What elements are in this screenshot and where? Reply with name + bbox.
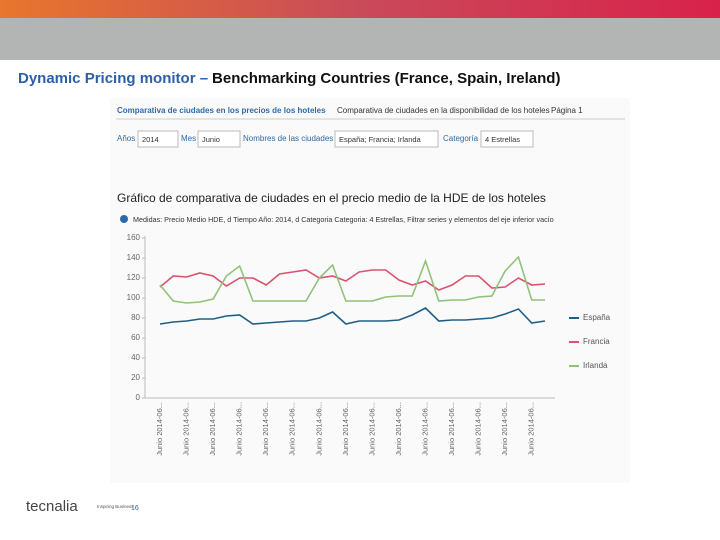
x-tick-label: Junio 2014-06...	[288, 402, 297, 456]
y-tick-label: 0	[136, 393, 141, 402]
dropdown-value[interactable]: 4 Estrellas	[485, 135, 520, 144]
dropdown-value[interactable]: España; Francia; Irlanda	[339, 135, 422, 144]
logo-tagline: Inspiring Business	[97, 504, 134, 509]
x-tick-label: Junio 2014-06...	[527, 402, 536, 456]
y-tick-label: 120	[127, 273, 141, 282]
x-tick-label: Junio 2014-06...	[261, 402, 270, 456]
chart-subtitle: Medidas: Precio Medio HDE, d Tiempo Año:…	[133, 215, 554, 224]
y-tick-label: 40	[131, 353, 140, 362]
legend-label: Francia	[583, 337, 610, 346]
x-tick-label: Junio 2014-06...	[208, 402, 217, 456]
x-tick-label: Junio 2014-06...	[447, 402, 456, 456]
y-tick-label: 140	[127, 253, 141, 262]
x-tick-label: Junio 2014-06...	[421, 402, 430, 456]
dropdown[interactable]	[480, 130, 534, 148]
x-tick-label: Junio 2014-06...	[155, 402, 164, 456]
x-tick-label: Junio 2014-06...	[341, 402, 350, 456]
legend-label: España	[583, 313, 611, 322]
y-tick-label: 20	[131, 373, 140, 382]
filter-label: Categoría	[443, 134, 479, 143]
slide-title: Dynamic Pricing monitor – Benchmarking Co…	[18, 70, 560, 87]
dropdown-value[interactable]: 2014	[142, 135, 159, 144]
series-line	[159, 269, 546, 291]
page-number: 16	[131, 505, 139, 512]
x-tick-label: Junio 2014-06...	[314, 402, 323, 456]
legend-label: Irlanda	[583, 361, 608, 370]
dropdown[interactable]	[137, 130, 179, 148]
report-frame	[110, 98, 630, 483]
x-tick-label: Junio 2014-06...	[500, 402, 509, 456]
x-tick-label: Junio 2014-06...	[182, 402, 191, 456]
dropdown[interactable]	[334, 130, 439, 148]
y-tick-label: 100	[127, 293, 141, 302]
x-tick-label: Junio 2014-06...	[394, 402, 403, 456]
filter-label: Nombres de las ciudades	[243, 134, 333, 143]
title-lead: Dynamic Pricing monitor –	[18, 70, 208, 87]
y-tick-label: 160	[127, 233, 141, 242]
page-label: Página 1	[551, 106, 583, 115]
x-tick-label: Junio 2014-06...	[235, 402, 244, 456]
tab[interactable]: Comparativa de ciudades en los precios d…	[117, 106, 326, 115]
info-icon[interactable]	[120, 215, 128, 223]
top-banner	[0, 0, 720, 18]
y-tick-label: 80	[131, 313, 140, 322]
filter-label: Años	[117, 134, 135, 143]
dropdown-value[interactable]: Junio	[202, 135, 220, 144]
tab[interactable]: Comparativa de ciudades en la disponibil…	[337, 106, 550, 115]
x-tick-label: Junio 2014-06...	[474, 402, 483, 456]
chart-title: Gráfico de comparativa de ciudades en el…	[117, 191, 546, 205]
filter-label: Mes	[181, 134, 196, 143]
grey-band	[0, 18, 720, 60]
x-tick-label: Junio 2014-06...	[367, 402, 376, 456]
logo: tecnalia	[26, 498, 78, 515]
dropdown[interactable]	[197, 130, 241, 148]
series-line	[159, 255, 545, 304]
title-rest: Benchmarking Countries (France, Spain, I…	[212, 70, 560, 87]
filters: Años 2014 Mes Junio Nombres de las ciudades E…	[117, 130, 534, 148]
y-tick-label: 60	[131, 333, 140, 342]
series-line	[159, 307, 546, 325]
